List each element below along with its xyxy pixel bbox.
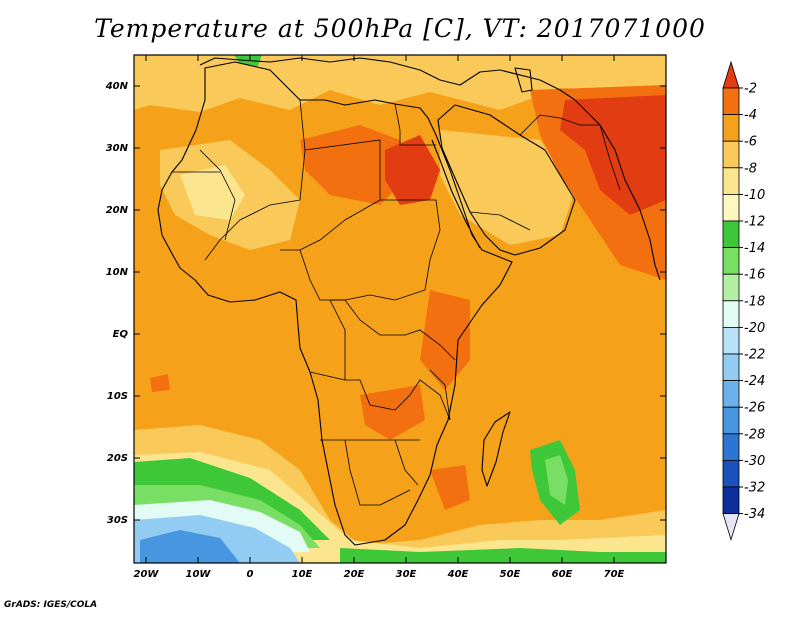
political-borders (172, 99, 621, 506)
lat-label: 10S (107, 391, 128, 402)
plot-frame (133, 54, 667, 564)
credit-text: GrADS: IGES/COLA (4, 600, 98, 610)
field-warm-sahara-region (300, 125, 410, 205)
border-line (309, 299, 346, 381)
border-line (394, 439, 419, 486)
border-line (469, 211, 531, 231)
lon-label: 60E (552, 569, 573, 580)
lon-label: 20E (344, 569, 365, 580)
lon-label: 20W (134, 569, 160, 580)
field-green-southeast-region (340, 548, 666, 563)
colorbar-swatch (722, 220, 740, 249)
colorbar-label: -4 (744, 108, 757, 123)
colorbar-label: -28 (744, 427, 765, 442)
border-line (599, 124, 621, 191)
field-mild-arabia-region (440, 130, 575, 245)
border-line (330, 199, 441, 301)
colorbar-label: -12 (744, 215, 765, 230)
lat-label: 30N (106, 143, 129, 154)
lat-label: 20N (106, 205, 129, 216)
field-warm-eastafrica-region (420, 290, 470, 390)
colorbar-swatch (722, 433, 740, 461)
border-line (519, 114, 600, 136)
border-line (345, 379, 451, 421)
field-lightgreen-madagascar-region (545, 455, 568, 505)
field-warm-angola-region (150, 374, 170, 392)
lon-label: 40E (447, 569, 469, 580)
colorbar-label: -30 (744, 454, 765, 469)
arabia-coastline (437, 104, 576, 256)
field-blue-south-region (140, 530, 240, 563)
colorbar-swatch (722, 486, 740, 515)
colorbar-swatch (722, 87, 740, 116)
colorbar-label: -22 (744, 348, 765, 363)
redsea-coastline (431, 139, 481, 249)
madagascar-coastline (481, 411, 511, 487)
border-line (299, 249, 456, 361)
colorbar-swatch (722, 353, 740, 382)
colorbar-label: -8 (744, 161, 757, 176)
lon-labels: 20W 10W 0 10E 20E 30E 40E 50E 60E 70E (134, 569, 625, 580)
europe-coastline (199, 57, 576, 101)
colorbar-swatch (722, 300, 740, 328)
colorbar-top-arrow (722, 60, 740, 89)
lat-label: 30S (107, 515, 128, 526)
coastlines (157, 57, 661, 546)
colorbar-label: -2 (744, 82, 757, 97)
field-warm-zambia-region (360, 385, 425, 440)
colorbar-swatch (722, 380, 740, 408)
colorbar-label: -6 (744, 135, 757, 150)
lon-label: 70E (604, 569, 625, 580)
africa-coastline (157, 61, 513, 546)
border-line (394, 103, 436, 146)
lon-label: 30E (396, 569, 417, 580)
lat-label: 10N (106, 267, 129, 278)
colorbar-label: -20 (744, 321, 765, 336)
map-title: Temperature at 500hPa [C], VT: 201707100… (94, 14, 706, 43)
colorbar-label: -24 (744, 374, 765, 389)
border-line (429, 369, 451, 421)
lon-label: 10W (186, 569, 212, 580)
lat-label: 40N (105, 81, 129, 92)
colorbar-bottom-arrow (722, 513, 740, 541)
colorbar-label: -14 (744, 241, 765, 256)
field-pale-westafrica-region (180, 165, 245, 220)
colorbar-swatch (722, 193, 740, 222)
colorbar-label: -10 (744, 188, 765, 203)
colorbar-swatch (722, 140, 740, 169)
colorbar-label: -26 (744, 401, 765, 416)
lat-labels: 40N 30N 20N 10N EQ 10S 20S 30S (105, 81, 129, 526)
colorbar-swatch (722, 167, 740, 195)
lat-label: EQ (113, 329, 129, 340)
temperature-field (134, 55, 666, 563)
colorbar-swatch (722, 459, 740, 488)
colorbar-label: -16 (744, 268, 765, 283)
lon-label: 50E (500, 569, 521, 580)
colorbar-swatch (722, 114, 740, 142)
field-hot-egypt-region (385, 135, 440, 205)
colorbar-label: -34 (744, 507, 765, 522)
colorbar-swatch (722, 247, 740, 275)
lon-label: 0 (247, 569, 254, 580)
caspian-coastline (514, 67, 533, 93)
colorbar-swatch (722, 326, 740, 355)
lat-label: 20S (107, 453, 128, 464)
axis-ticks (134, 55, 666, 563)
border-line (199, 149, 236, 241)
colorbar-label: -18 (744, 294, 765, 309)
asia-coastline (574, 99, 661, 281)
border-line (344, 439, 411, 506)
lon-label: 10E (292, 569, 313, 580)
colorbar-swatch (722, 406, 740, 435)
colorbar: -2 -4 -6 -8 -10 -12 -14 -16 -18 -20 -22 -24 -26 -28 -3… (722, 60, 765, 541)
colorbar-swatch (722, 273, 740, 302)
field-warm-mozambique-region (430, 465, 470, 510)
colorbar-label: -32 (744, 481, 765, 496)
